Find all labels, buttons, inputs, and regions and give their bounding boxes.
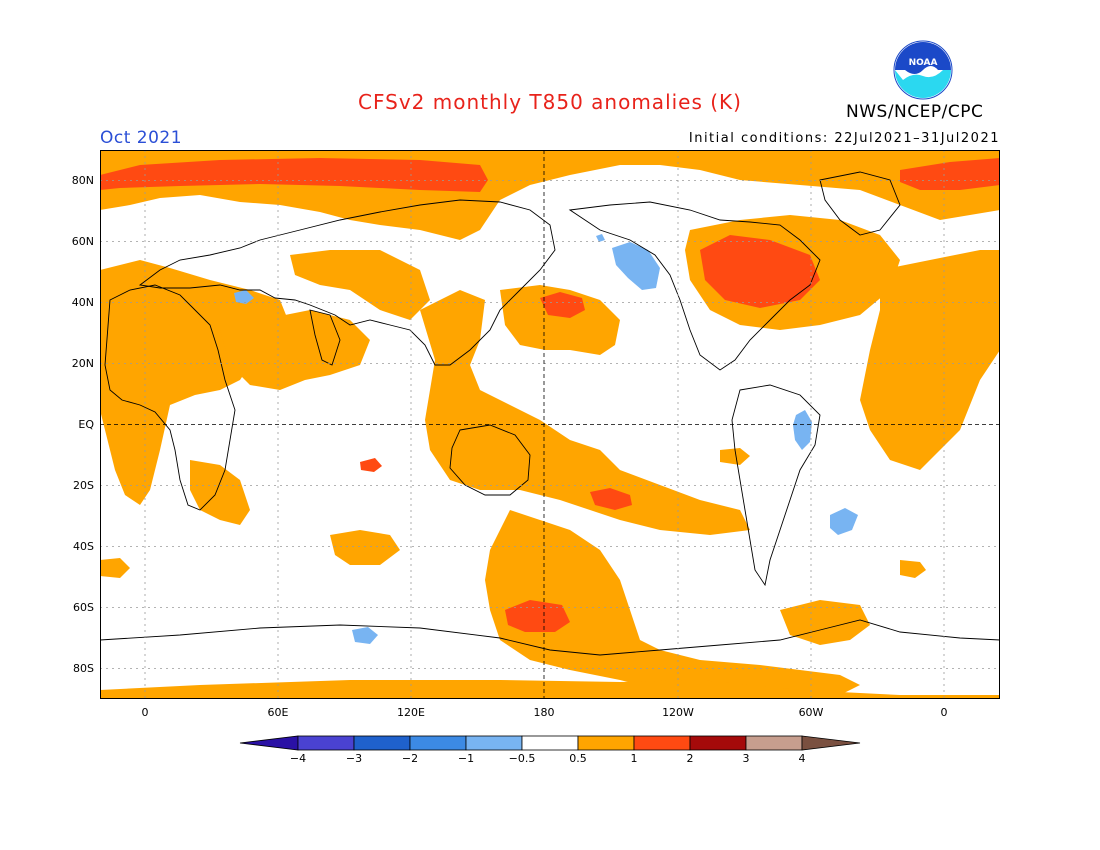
forecast-month: Oct 2021: [100, 128, 183, 148]
colorbar-segment: [633, 735, 691, 751]
colorbar-tick-label: −1: [457, 752, 475, 765]
colorbar-tick-label: −3: [345, 752, 363, 765]
equator-and-dateline: [100, 150, 1000, 699]
colorbar: [239, 735, 861, 751]
lon-label-60w: 60W: [798, 706, 824, 719]
coastlines: [100, 171, 1000, 656]
initial-conditions: Initial conditions: 22Jul2021–31Jul2021: [688, 131, 1000, 146]
colorbar-segment: [521, 735, 579, 751]
lon-label-180: 180: [533, 706, 555, 719]
colorbar-tick-label: 0.5: [569, 752, 587, 765]
anomaly-map: [100, 150, 1000, 699]
colorbar-segment: [409, 735, 467, 751]
colorbar-tick-label: −0.5: [508, 752, 536, 765]
lon-label-120w: 120W: [662, 706, 694, 719]
lat-label-60s: 60S: [73, 601, 94, 614]
colorbar-segment: [465, 735, 523, 751]
colorbar-tick-label: 1: [630, 752, 638, 765]
colorbar-tick-label: 4: [798, 752, 806, 765]
colorbar-tick-label: −2: [401, 752, 419, 765]
colorbar-arrow-low: [239, 735, 299, 751]
lon-label-60e: 60E: [267, 706, 289, 719]
colorbar-segment: [689, 735, 747, 751]
colorbar-arrow-high: [801, 735, 861, 751]
anomaly-shading-strong-positive: [100, 158, 1000, 632]
lat-label-20s: 20S: [73, 479, 94, 492]
lon-label-0-east: 0: [940, 706, 948, 719]
lat-label-20n: 20N: [71, 357, 94, 370]
noaa-logo: NOAA: [893, 40, 953, 100]
colorbar-tick-label: 2: [686, 752, 694, 765]
colorbar-tick-label: −4: [289, 752, 307, 765]
chart-title: CFSv2 monthly T850 anomalies (K): [358, 90, 742, 114]
lat-label-60n: 60N: [71, 235, 94, 248]
lat-label-40n: 40N: [71, 296, 94, 309]
lon-label-0-west: 0: [141, 706, 149, 719]
lat-label-80s: 80S: [73, 662, 94, 675]
lat-label-eq: EQ: [78, 418, 94, 431]
colorbar-segment: [297, 735, 355, 751]
agency-label: NWS/NCEP/CPC: [846, 102, 984, 122]
anomaly-shading-negative: [234, 234, 858, 644]
colorbar-segment: [353, 735, 411, 751]
colorbar-segment: [745, 735, 803, 751]
colorbar-tick-label: 3: [742, 752, 750, 765]
noaa-logo-text: NOAA: [909, 58, 938, 68]
lon-label-120e: 120E: [397, 706, 425, 719]
colorbar-segment: [577, 735, 635, 751]
graticule: [100, 150, 1000, 699]
lat-label-40s: 40S: [73, 540, 94, 553]
lat-label-80n: 80N: [71, 174, 94, 187]
